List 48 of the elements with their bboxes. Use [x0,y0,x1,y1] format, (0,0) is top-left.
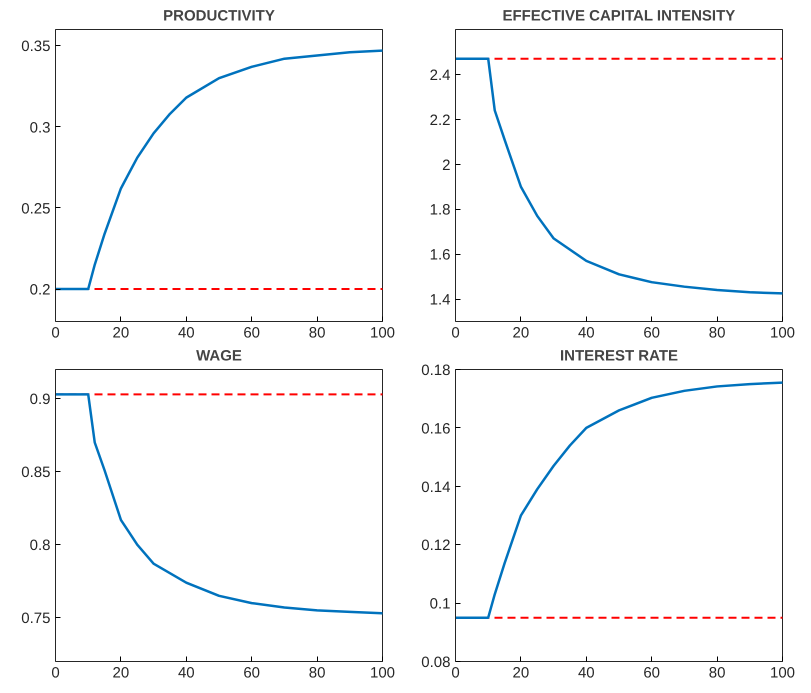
y-tick-label: 2 [442,156,450,174]
x-tick-label: 40 [178,664,195,682]
x-tick-label: 40 [578,664,595,682]
chart-title: INTEREST RATE [560,348,678,364]
x-tick-label: 20 [512,664,530,682]
x-tick-label: 40 [578,324,595,342]
x-tick-label: 0 [451,324,460,342]
y-tick-label: 0.25 [21,200,51,218]
x-tick-label: 40 [178,324,195,342]
y-tick-label: 0.35 [21,38,51,56]
y-tick-label: 0.85 [21,464,51,482]
y-tick-label: 0.1 [430,596,451,613]
x-tick-label: 0 [51,664,60,682]
x-tick-label: 100 [770,664,796,682]
y-tick-label: 0.14 [421,478,451,496]
x-tick-label: 20 [112,324,130,342]
y-tick-label: 2.4 [430,66,451,84]
chart-title: PRODUCTIVITY [163,8,275,24]
x-tick-label: 80 [308,664,326,682]
y-tick-label: 0.75 [21,610,51,628]
y-tick-label: 0.2 [30,282,51,299]
x-tick-label: 20 [112,664,130,682]
y-tick-label: 2.2 [430,112,451,129]
y-tick-label: 0.08 [421,654,451,671]
chart-title: EFFECTIVE CAPITAL INTENSITY [502,8,736,24]
x-tick-label: 60 [243,324,260,342]
x-tick-label: 0 [51,324,60,342]
x-tick-label: 0 [451,664,460,682]
x-tick-label: 60 [643,324,660,342]
chart-title: WAGE [196,348,242,364]
y-tick-label: 0.12 [421,537,451,554]
y-tick-label: 1.8 [430,202,451,219]
x-tick-label: 60 [643,664,660,682]
y-tick-label: 0.3 [30,119,51,136]
y-tick-label: 0.9 [30,391,51,408]
x-tick-label: 60 [243,664,260,682]
x-tick-label: 100 [770,324,796,342]
x-tick-label: 20 [512,324,530,342]
x-tick-label: 80 [708,324,726,342]
y-tick-label: 0.18 [421,362,451,379]
y-tick-label: 1.4 [430,292,451,309]
x-tick-label: 100 [370,664,396,682]
y-tick-label: 1.6 [430,246,451,264]
x-tick-label: 80 [308,324,326,342]
y-tick-label: 0.16 [421,420,451,438]
x-tick-label: 100 [370,324,396,342]
y-tick-label: 0.8 [30,537,51,554]
x-tick-label: 80 [708,664,726,682]
